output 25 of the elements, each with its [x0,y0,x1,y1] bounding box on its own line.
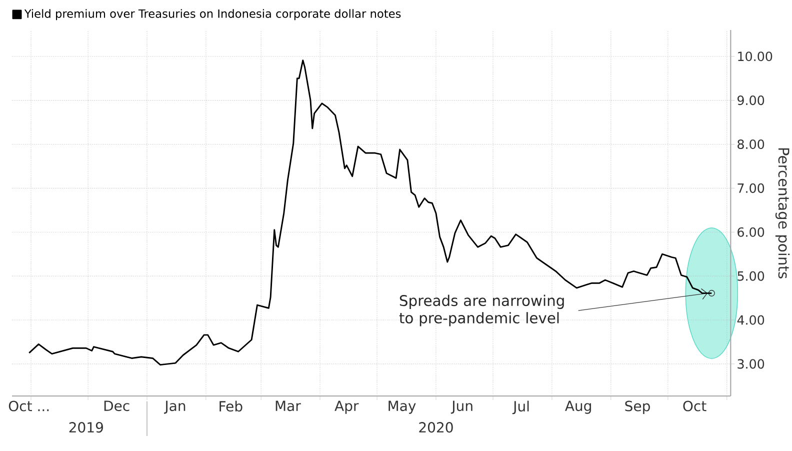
y-tick-label: 7.00 [738,183,764,193]
y-tick-label: 9.00 [738,96,764,106]
x-tick-label: Dec [104,400,130,412]
x2-tick-label: 2019 [69,422,103,433]
x-tick-label: Aug [565,400,591,414]
y-tick-label: 8.00 [738,139,764,150]
x-tick-label: Jun [450,400,472,414]
x-tick-label: Mar [276,400,301,412]
y-tick-label: 10.00 [738,52,772,62]
x-tick-label: Apr [334,400,359,414]
x-tick-label: Sep [625,400,650,414]
x-tick-label: Feb [220,400,242,412]
x-tick-label: Jan [164,400,186,414]
y-axis-title: Percentage points [775,148,790,278]
x-tick-label: Oct ... [8,400,49,412]
x-tick-label: May [388,400,416,414]
y-tick-label: 3.00 [738,359,764,369]
annotation: Spreads are narrowing to pre-pandemic level [399,294,564,326]
legend-label: Yield premium over Treasuries on Indonesia corporate dollar notes [24,9,401,20]
x-tick-label: Jul [512,400,529,414]
x2-tick-label: 2020 [419,422,453,433]
x-tick-label: Oct [683,400,706,412]
y-tick-label: 5.00 [738,271,764,281]
y-tick-label: 6.00 [738,227,764,237]
y-tick-label: 4.00 [737,315,764,325]
